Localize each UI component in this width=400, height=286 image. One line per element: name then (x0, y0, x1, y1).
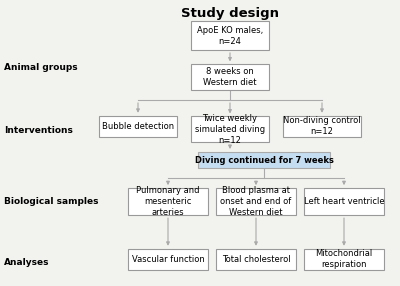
FancyBboxPatch shape (304, 188, 384, 215)
Text: ApoE KO males,
n=24: ApoE KO males, n=24 (197, 26, 263, 46)
Text: Blood plasma at
onset and end of
Western diet: Blood plasma at onset and end of Western… (220, 186, 292, 217)
Text: Mitochondrial
respiration: Mitochondrial respiration (315, 249, 373, 269)
Text: Non-diving control
n=12: Non-diving control n=12 (283, 116, 361, 136)
Text: Animal groups: Animal groups (4, 63, 78, 72)
FancyBboxPatch shape (128, 188, 208, 215)
Text: Bubble detection: Bubble detection (102, 122, 174, 131)
FancyBboxPatch shape (216, 249, 296, 270)
FancyBboxPatch shape (99, 116, 177, 137)
FancyBboxPatch shape (304, 249, 384, 270)
FancyBboxPatch shape (191, 64, 269, 90)
Text: Interventions: Interventions (4, 126, 73, 135)
FancyBboxPatch shape (191, 21, 269, 50)
FancyBboxPatch shape (216, 188, 296, 215)
Text: Vascular function: Vascular function (132, 255, 204, 264)
FancyBboxPatch shape (128, 249, 208, 270)
Text: Diving continued for 7 weeks: Diving continued for 7 weeks (194, 156, 334, 165)
Text: Left heart ventricle: Left heart ventricle (304, 197, 384, 206)
Text: Study design: Study design (181, 7, 279, 20)
Text: Twice weekly
simulated diving
n=12: Twice weekly simulated diving n=12 (195, 114, 265, 145)
FancyBboxPatch shape (191, 116, 269, 142)
Text: Biological samples: Biological samples (4, 197, 98, 206)
Text: Total cholesterol: Total cholesterol (222, 255, 290, 264)
Text: 8 weeks on
Western diet: 8 weeks on Western diet (203, 67, 257, 87)
Text: Analyses: Analyses (4, 258, 50, 267)
FancyBboxPatch shape (198, 152, 330, 168)
FancyBboxPatch shape (283, 116, 361, 137)
Text: Pulmonary and
mesenteric
arteries: Pulmonary and mesenteric arteries (136, 186, 200, 217)
